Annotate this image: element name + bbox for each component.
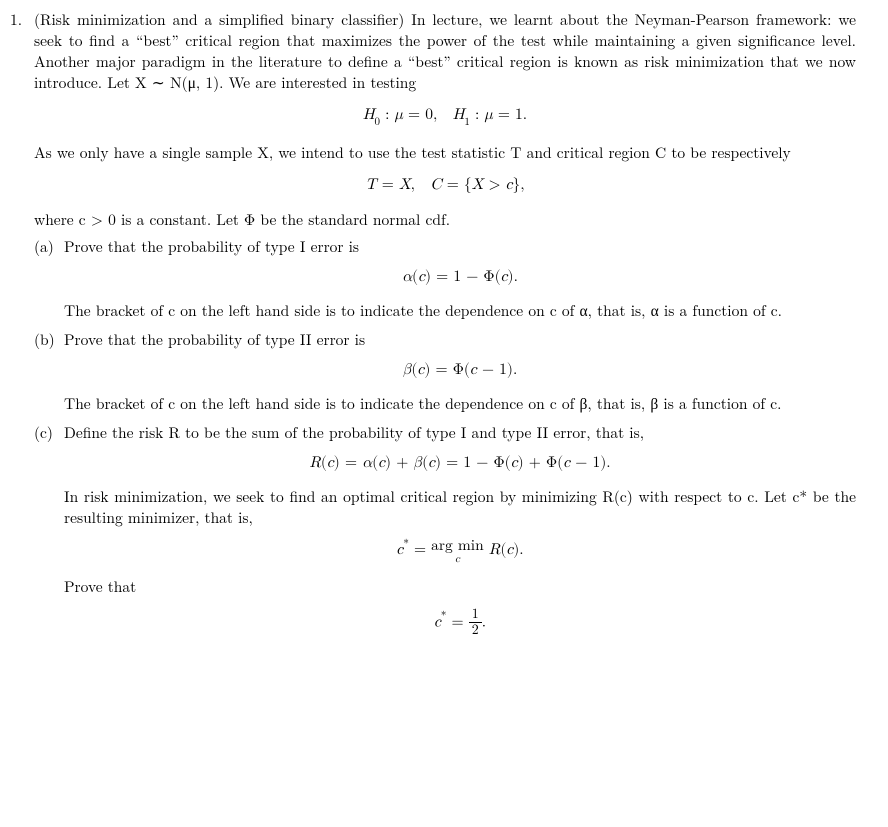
para-constant-phi: where c > 0 is a constant. Let Φ be the … <box>34 210 856 231</box>
problem-1: 1. (Risk minimization and a simplified b… <box>10 10 856 650</box>
item-b-text1: Prove that the probability of type II er… <box>64 330 856 351</box>
item-c-eq2: c* = arg minc R(c). <box>64 539 856 566</box>
frac-num: 1 <box>469 607 482 623</box>
item-c-text2: In risk minimization, we seek to find an… <box>64 487 856 529</box>
item-a-text1: Prove that the probability of type I err… <box>64 237 856 258</box>
test-region-equation: T = X, C = {X > c}, <box>34 176 856 197</box>
sub-items: (a) Prove that the probability of type I… <box>34 237 856 650</box>
item-a-label: (a) <box>34 237 64 324</box>
intro-paragraph: (Risk minimization and a simplified bina… <box>34 10 856 94</box>
item-a: (a) Prove that the probability of type I… <box>34 237 856 324</box>
hypotheses-equation: H0 : μ = 0, H1 : μ = 1. <box>34 106 856 129</box>
item-b: (b) Prove that the probability of type I… <box>34 330 856 417</box>
item-c-eq3: c* = 12. <box>64 608 856 638</box>
problem-body: (Risk minimization and a simplified bina… <box>34 10 856 650</box>
item-c-body: Define the risk R to be the sum of the p… <box>64 423 856 650</box>
item-b-eq: β(c) = Φ(c − 1). <box>64 361 856 382</box>
title-run: (Risk minimization and a simplified bina… <box>34 9 404 30</box>
item-a-body: Prove that the probability of type I err… <box>64 237 856 324</box>
page: 1. (Risk minimization and a simplified b… <box>0 0 888 827</box>
item-c: (c) Define the risk R to be the sum of t… <box>34 423 856 650</box>
item-b-text2: The bracket of c on the left hand side i… <box>64 394 856 415</box>
item-c-eq1: R(c) = α(c) + β(c) = 1 − Φ(c) + Φ(c − 1)… <box>64 454 856 475</box>
para-test-statistic: As we only have a single sample X, we in… <box>34 143 856 164</box>
item-c-label: (c) <box>34 423 64 650</box>
item-a-text2: The bracket of c on the left hand side i… <box>64 301 856 322</box>
frac-den: 2 <box>469 623 482 638</box>
problem-number: 1. <box>10 10 34 650</box>
item-b-label: (b) <box>34 330 64 417</box>
item-c-text1: Define the risk R to be the sum of the p… <box>64 423 856 444</box>
item-c-text3: Prove that <box>64 577 856 598</box>
item-a-eq: α(c) = 1 − Φ(c). <box>64 268 856 289</box>
item-b-body: Prove that the probability of type II er… <box>64 330 856 417</box>
